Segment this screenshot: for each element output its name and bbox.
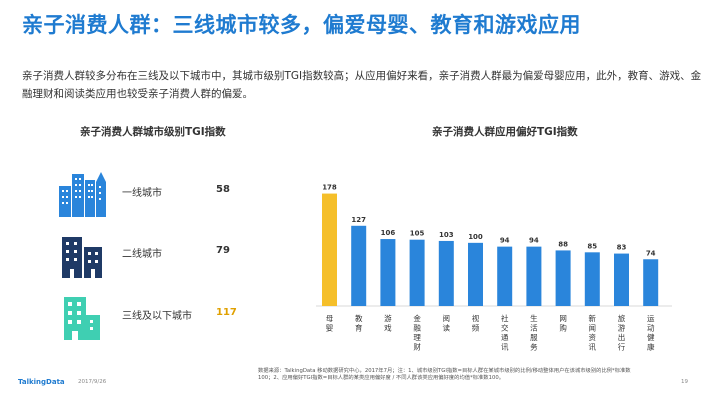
- skyscraper-cluster-icon: [59, 172, 106, 217]
- source-note: 数据来源：TalkingData 移动数据研究中心，2017年7月；注：1、城市…: [258, 368, 678, 382]
- source-note-line2: 100；2、应用偏好TGI指数=目标人群的某类应用偏好度 / 不同人群该类应用偏…: [258, 375, 505, 381]
- category-label-8: 网购: [559, 314, 567, 333]
- category-label-0: 母婴: [326, 314, 334, 333]
- bar-9: [584, 252, 600, 306]
- report-date: 2017/9/26: [78, 379, 107, 385]
- bar-6: [497, 246, 513, 306]
- category-label-5: 视频: [472, 313, 480, 333]
- city-row-tier3: 三线及以下城市 117: [58, 291, 258, 341]
- category-label-3: 金融理财: [413, 313, 421, 352]
- bar-value-label-5: 100: [468, 233, 483, 241]
- category-label-10: 旅游出行: [618, 313, 626, 352]
- city-value-tier2: 79: [216, 245, 230, 256]
- city-tgi-title: 亲子消费人群城市级别TGI指数: [80, 126, 226, 138]
- bar-5: [468, 242, 483, 306]
- city-buildings-icon: [62, 237, 102, 278]
- small-building-icon: [64, 297, 100, 340]
- bar-value-label-3: 105: [410, 230, 425, 238]
- page-description: 亲子消费人群较多分布在三线及以下城市中，其城市级别TGI指数较高；从应用偏好来看…: [22, 70, 702, 100]
- category-label-4: 阅读: [443, 314, 451, 333]
- city-value-tier3: 117: [216, 307, 237, 318]
- category-label-11: 运动健康: [647, 314, 655, 352]
- city-label-tier2: 二线城市: [122, 249, 162, 260]
- city-row-tier2: 二线城市 79: [58, 229, 258, 279]
- city-label-tier1: 一线城市: [122, 188, 162, 199]
- source-note-line1: 数据来源：TalkingData 移动数据研究中心，2017年7月；注：1、城市…: [258, 368, 631, 374]
- bar-10: [614, 253, 629, 306]
- bar-value-label-7: 94: [529, 237, 539, 245]
- app-tgi-title: 亲子消费人群应用偏好TGI指数: [432, 126, 578, 138]
- bar-1: [351, 225, 367, 306]
- category-label-2: 游戏: [384, 313, 392, 333]
- bar-4: [438, 240, 454, 306]
- bar-value-label-9: 85: [587, 242, 597, 250]
- bar-value-label-4: 103: [439, 231, 454, 239]
- category-label-6: 社交通讯: [501, 313, 509, 352]
- bar-7: [526, 246, 542, 306]
- bar-value-label-6: 94: [500, 237, 510, 245]
- bar-value-label-10: 83: [617, 244, 627, 252]
- bar-value-label-2: 106: [381, 229, 396, 237]
- bar-value-label-8: 88: [558, 240, 568, 248]
- category-label-7: 生活服务: [530, 313, 538, 352]
- bar-value-label-11: 74: [646, 249, 656, 257]
- bar-value-label-0: 178: [322, 184, 337, 192]
- bar-11: [643, 259, 659, 306]
- city-label-tier3: 三线及以下城市: [122, 311, 192, 322]
- brand-logo: TalkingData: [18, 378, 65, 386]
- app-preference-bar-chart: 178 母婴 127 教育 106 游戏 105 金融理财 103 阅读 100 视频 94 社交通讯 94…: [316, 184, 672, 352]
- bar-value-label-1: 127: [351, 216, 366, 224]
- city-value-tier1: 58: [216, 184, 230, 195]
- city-row-tier1: 一线城市 58: [58, 168, 258, 218]
- bar-0: [322, 193, 337, 306]
- category-label-1: 教育: [355, 313, 363, 333]
- bar-3: [409, 239, 425, 306]
- page-title: 亲子消费人群：三线城市较多，偏爱母婴、教育和游戏应用: [22, 13, 581, 37]
- category-label-9: 新闻资讯: [589, 313, 597, 352]
- bar-8: [555, 250, 571, 306]
- page-number: 19: [681, 379, 688, 385]
- bar-2: [380, 239, 396, 306]
